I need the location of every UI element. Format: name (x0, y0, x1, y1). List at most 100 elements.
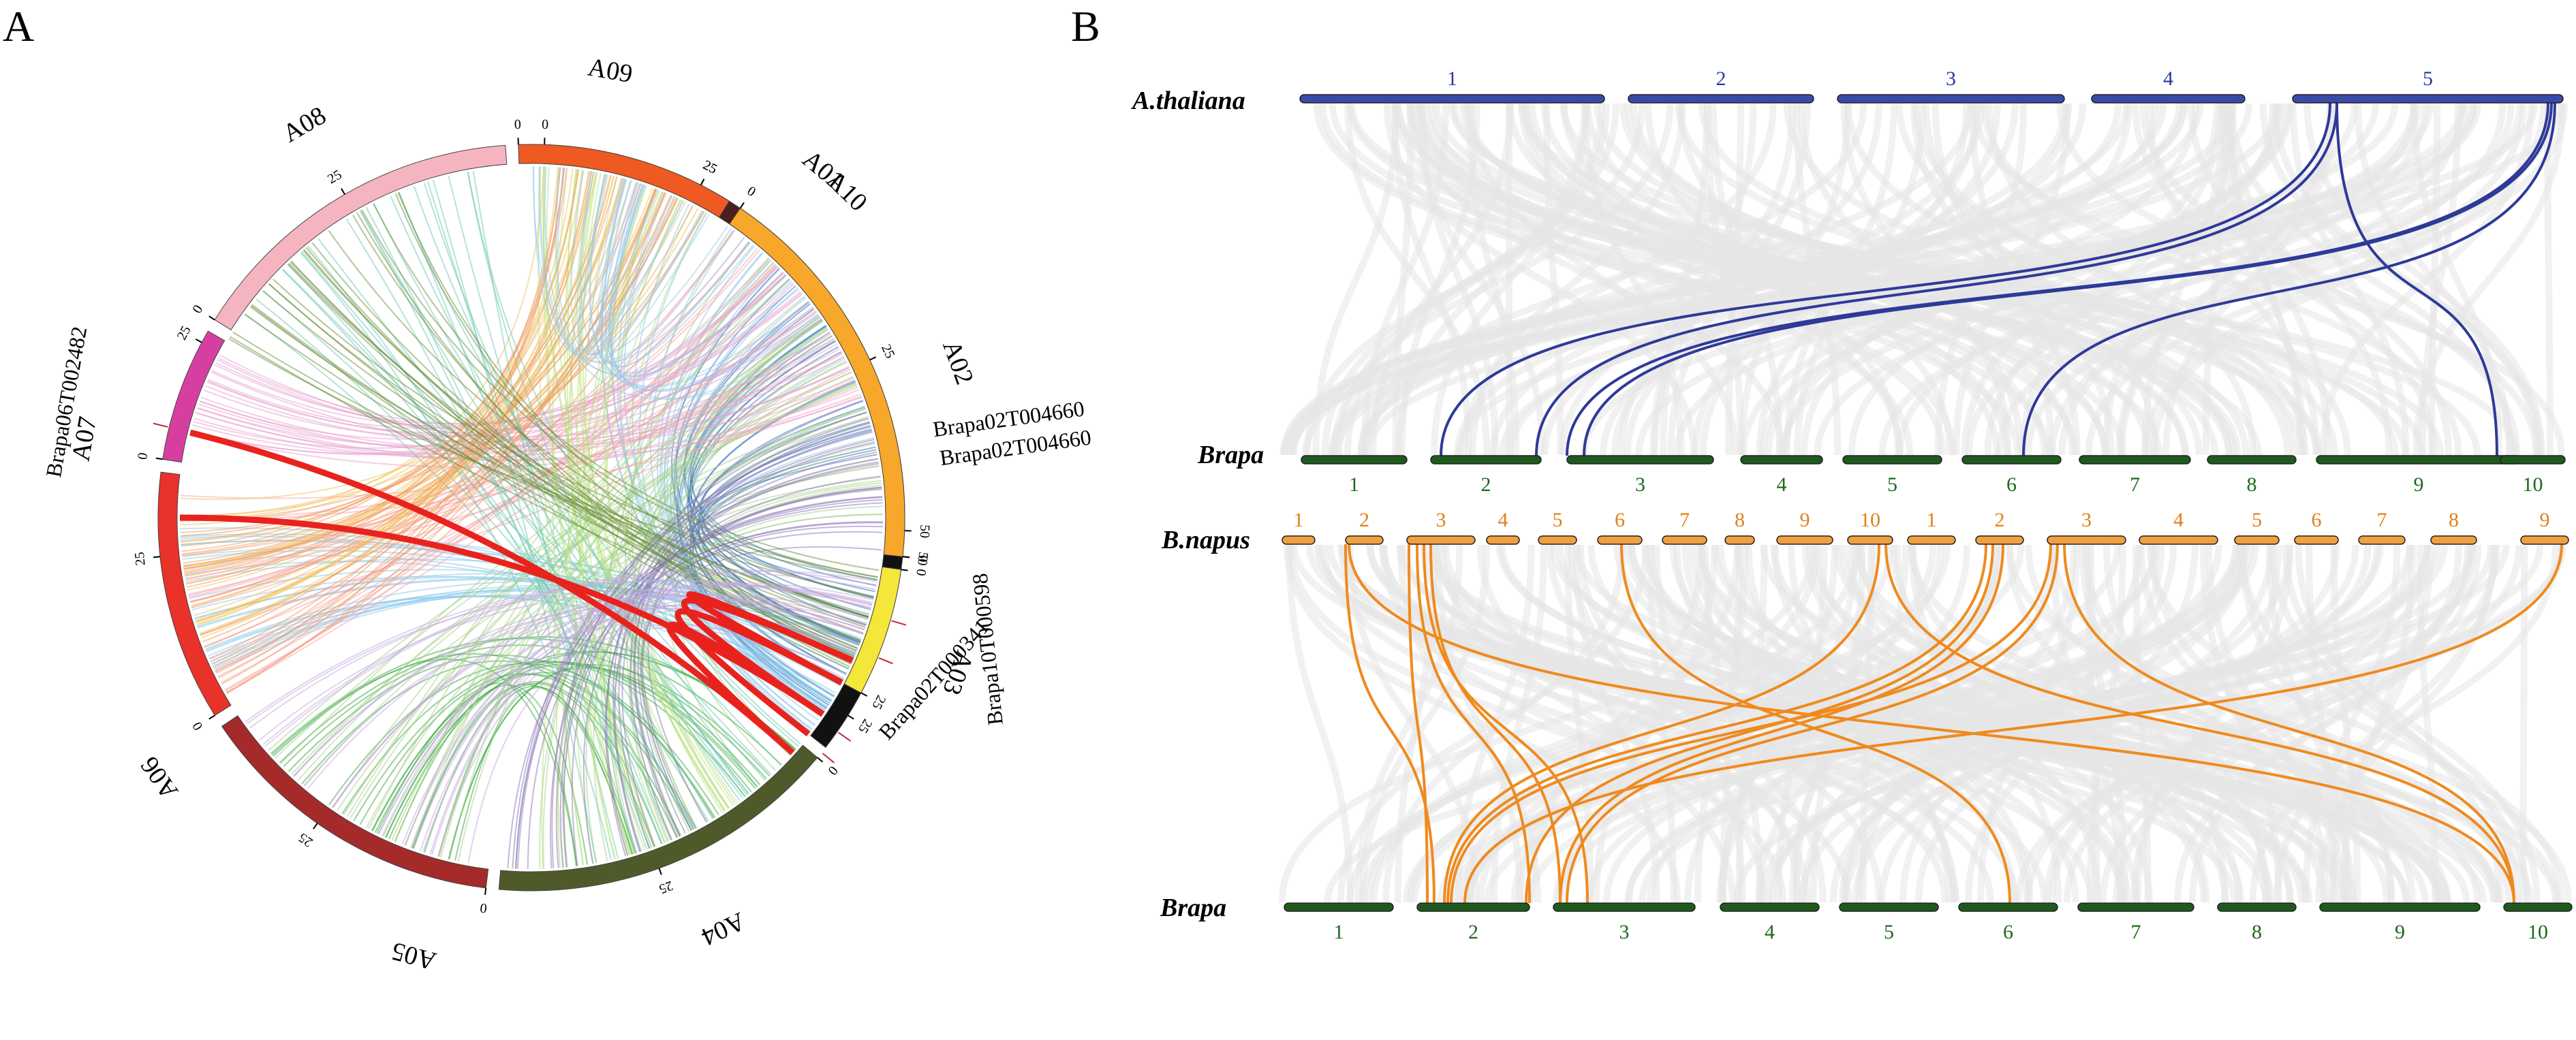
synteny-ribbon (2219, 103, 2307, 456)
chromosome-bar (1847, 535, 1893, 545)
ortholog-link (1416, 543, 1531, 904)
synteny-ribbon (1559, 103, 2399, 456)
chromosome-number: 2 (1359, 509, 1369, 531)
synteny-ribbon (1838, 544, 2481, 903)
circos-link (191, 318, 822, 456)
circos-link (404, 319, 823, 846)
chromosome-bar (2430, 535, 2477, 545)
chromosome-number: 9 (2414, 473, 2424, 496)
tick-mark (658, 868, 662, 875)
chromosome-row-napus: 1 2 3 4 5 6 7 8 9 10 1 2 3 4 5 6 7 8 9 (1282, 509, 2569, 545)
circos-link (213, 192, 667, 668)
tick-mark (313, 823, 318, 830)
synteny-ribbon (1370, 544, 1894, 903)
chromosome-number: 8 (2449, 509, 2459, 531)
circos-link (589, 174, 821, 392)
ortholog-link (1344, 543, 1436, 904)
chromosome-bar (1416, 902, 1530, 912)
chromosome-number: 1 (1447, 67, 1457, 90)
chromosome-a05: A05 0 25 (132, 471, 439, 975)
synteny-ribbon (1346, 544, 2025, 903)
circos-link (193, 266, 778, 449)
chromosome-number: 4 (1777, 473, 1787, 496)
synteny-ribbon (1846, 544, 2153, 903)
tick-label: 0 (514, 117, 521, 132)
tick-label: 25 (132, 551, 149, 566)
circos-link (596, 181, 710, 360)
circos-link (579, 185, 647, 860)
ortholog-link (1443, 543, 1880, 904)
synteny-ribbon (1526, 544, 2432, 903)
circos-link (600, 178, 810, 387)
species-label-top: A.thaliana (1131, 86, 1245, 115)
tick-mark (902, 556, 910, 558)
gene-marker (153, 422, 168, 428)
synteny-ribbon (1628, 544, 2449, 903)
circos-link (532, 166, 835, 400)
tick-label: 0 (189, 302, 206, 316)
circos-link (365, 449, 877, 829)
circos-link (570, 171, 650, 849)
circos-link (448, 667, 761, 860)
chromosome-number: 7 (1679, 509, 1690, 531)
chromosome-label: A04 (697, 907, 749, 951)
tick-mark (155, 457, 163, 460)
synteny-ribbon (2412, 103, 2566, 456)
gene-marker (891, 620, 907, 626)
chromosome-bar (2139, 535, 2218, 545)
circos-link (607, 184, 771, 373)
chromosome-bar (1628, 94, 1814, 104)
ortholog-link (1566, 543, 2059, 904)
chromosome-bar (1282, 535, 1316, 545)
synteny-ribbon (1506, 103, 2048, 456)
tick-mark (208, 315, 215, 321)
tick-mark (484, 887, 487, 895)
synteny-ribbon (1383, 103, 1697, 456)
circos-link (398, 191, 666, 843)
synteny-ribbon (1408, 103, 1785, 456)
tick-label: 0 (915, 554, 931, 563)
chromosome-label: A09 (586, 52, 635, 89)
circos-link (587, 178, 684, 355)
circos-link (332, 594, 867, 808)
chromosome-bar (1406, 535, 1476, 545)
species-label-bottom: Brapa (1160, 894, 1226, 922)
chromosome-number: 1 (1294, 509, 1304, 531)
chromosome-row-top: 1 2 3 4 5 (1299, 67, 2564, 104)
chromosome-bar (2292, 94, 2564, 104)
circos-link (557, 168, 684, 352)
chromosome-arc (221, 715, 489, 889)
synteny-ribbon (1649, 103, 1757, 456)
circos-link (397, 192, 869, 618)
species-label-napus: B.napus (1161, 526, 1250, 554)
synteny-ribbon (1461, 544, 1821, 903)
synteny-ribbon (1498, 544, 2409, 903)
synteny-ribbon (2131, 103, 2438, 456)
circos-link (204, 196, 675, 648)
synteny-ribbon (1286, 544, 1354, 903)
chromosome-number: 8 (2252, 921, 2262, 943)
ortholog-link (2336, 102, 2498, 456)
chromosome-number: 4 (1765, 921, 1775, 943)
synteny-ribbon (1433, 544, 1523, 903)
chromosome-bar (1538, 535, 1577, 545)
circos-link (431, 609, 860, 855)
panel-b-label: B (1071, 2, 1100, 50)
tick-label: 0 (825, 763, 841, 778)
tick-label: 50 (914, 551, 931, 566)
circos-link (307, 596, 865, 789)
chromosome-arc (214, 144, 508, 331)
circos-link (404, 585, 873, 846)
synteny-ribbon (2006, 544, 2572, 903)
synteny-ribbon (1459, 103, 2241, 456)
circos-link (264, 571, 876, 748)
chromosome-number: 8 (2247, 473, 2257, 496)
synteny-ribbon (1694, 544, 1749, 903)
chromosome-bar (2520, 535, 2569, 545)
circos-link (533, 166, 728, 359)
synteny-ribbon (1704, 103, 1745, 456)
tick-mark (901, 569, 908, 571)
circos-link (373, 203, 880, 571)
chromosome-arc (843, 566, 902, 693)
